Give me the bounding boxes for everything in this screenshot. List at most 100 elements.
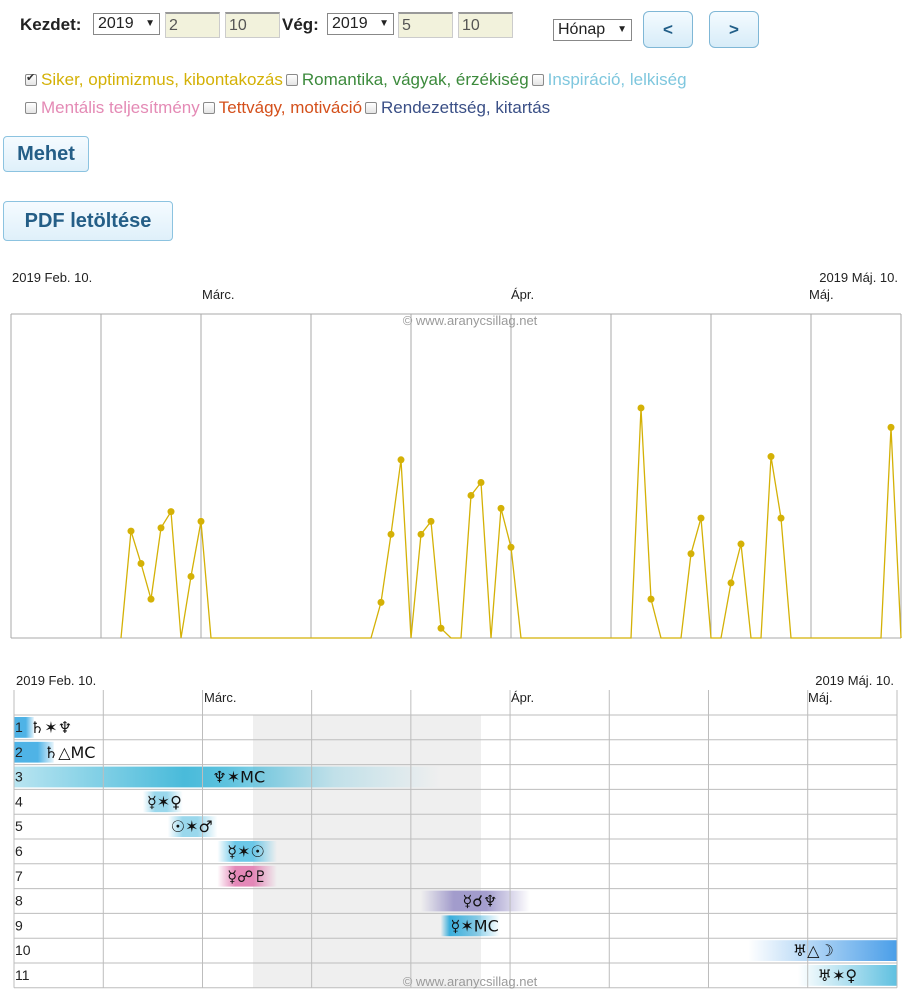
transit-symbol: ♄✶♆: [30, 718, 72, 737]
data-point: [887, 423, 895, 431]
transit-row-number: 7: [15, 868, 23, 884]
transit-bar: [217, 841, 277, 862]
data-point: [197, 517, 205, 525]
data-point: [767, 453, 775, 461]
transit-bar: [797, 965, 897, 986]
data-point: [127, 527, 135, 535]
go-button[interactable]: Mehet: [3, 136, 89, 172]
transit-bar: [14, 717, 34, 738]
transit-month-label-march: Márc.: [204, 690, 237, 705]
transit-symbol: ☉✶♂: [171, 817, 213, 836]
period-select[interactable]: Hónap ▼: [553, 19, 632, 41]
category-label-success[interactable]: Siker, optimizmus, kibontakozás: [41, 70, 283, 89]
transit-bar: [14, 766, 441, 788]
data-point: [147, 595, 155, 603]
category-checkbox-mental[interactable]: [25, 102, 37, 114]
data-point: [427, 517, 435, 525]
category-label-romance[interactable]: Romantika, vágyak, érzékiség: [301, 70, 529, 89]
transit-row-number: 4: [15, 793, 23, 809]
transit-symbol: ♄△MC: [44, 743, 96, 762]
chart-month-label-may: Máj.: [809, 287, 834, 302]
category-row-2: Mentális teljesítmény Tettvágy, motiváci…: [22, 98, 550, 118]
end-year-select[interactable]: 2019 ▼: [327, 13, 394, 35]
transit-bar: [440, 915, 501, 937]
start-year-select[interactable]: 2019 ▼: [93, 13, 160, 35]
period-value: Hónap: [558, 21, 606, 38]
transit-symbol: ☿✶♀: [147, 792, 182, 811]
category-checkbox-inspiration[interactable]: [531, 74, 544, 86]
chart-watermark: © www.aranycsillag.net: [403, 313, 538, 328]
transit-table: 1 ♄✶♆ 2 ♄△MC 3 ♆✶MC 4 ☿✶♀ 5 ☉✶♂ 6 ☿✶☉ 7 ☿☍♇ 8 ☿☌♆ 9 ☿✶MC 1…: [13, 690, 898, 989]
transit-symbol: ☿☍♇: [227, 867, 267, 886]
transit-symbol: ♆✶MC: [212, 768, 265, 787]
data-point: [737, 540, 745, 548]
data-point: [437, 624, 445, 632]
transit-bar: [748, 940, 897, 961]
chart-month-label-march: Márc.: [202, 287, 235, 302]
chevron-down-icon: ▼: [617, 24, 627, 35]
category-label-inspiration[interactable]: Inspiráció, lelkiség: [547, 70, 687, 89]
end-label: Vég:: [282, 15, 319, 34]
data-point: [397, 456, 405, 464]
chart-start-date: 2019 Feb. 10.: [12, 270, 93, 285]
chevron-down-icon: ▼: [379, 18, 389, 29]
data-point: [477, 478, 485, 486]
category-checkbox-order[interactable]: [365, 102, 378, 114]
category-checkbox-romance[interactable]: [285, 74, 298, 86]
data-point: [637, 404, 645, 412]
transit-row-number: 5: [15, 818, 23, 834]
transit-symbol: ♅✶♀: [818, 966, 857, 985]
transit-watermark: © www.aranycsillag.net: [403, 974, 538, 989]
transit-bar: [142, 791, 183, 813]
end-day-input[interactable]: 10: [458, 12, 513, 38]
data-point: [137, 559, 145, 567]
transit-row-number: 11: [15, 967, 30, 983]
transit-bar: [167, 816, 218, 837]
data-point: [467, 491, 475, 499]
transit-row-number: 1: [15, 719, 23, 735]
prev-button[interactable]: <: [643, 11, 693, 48]
data-point: [507, 543, 515, 551]
data-point: [497, 504, 505, 512]
transit-start-date: 2019 Feb. 10.: [16, 673, 97, 688]
period-shading: [253, 715, 481, 988]
data-point: [167, 508, 175, 516]
category-label-motivation[interactable]: Tettvágy, motiváció: [218, 98, 363, 117]
data-point: [647, 595, 655, 603]
data-point: [697, 514, 705, 522]
transit-bar: [14, 741, 54, 763]
category-label-mental[interactable]: Mentális teljesítmény: [41, 98, 200, 117]
transit-symbol: ☿✶☉: [227, 842, 265, 861]
start-day-input[interactable]: 10: [225, 12, 280, 38]
data-point: [417, 530, 425, 538]
category-row-1: Siker, optimizmus, kibontakozás Romantik…: [22, 70, 687, 90]
data-point: [187, 572, 195, 580]
category-checkbox-success[interactable]: [25, 71, 37, 86]
data-point: [377, 598, 385, 606]
data-point: [727, 579, 735, 587]
start-label: Kezdet:: [20, 15, 82, 34]
transit-bar: [217, 865, 277, 887]
category-checkbox-motivation[interactable]: [202, 102, 215, 114]
transit-row-number: 3: [15, 769, 23, 785]
category-label-order[interactable]: Rendezettség, kitartás: [381, 98, 551, 117]
transit-month-label-april: Ápr.: [511, 690, 535, 705]
transit-end-date: 2019 Máj. 10.: [815, 673, 894, 688]
chart-month-label-april: Ápr.: [511, 287, 535, 302]
chevron-down-icon: ▼: [145, 18, 155, 29]
transit-row-number: 2: [15, 744, 23, 760]
transit-month-label-may: Máj.: [808, 690, 833, 705]
chart-end-date: 2019 Máj. 10.: [819, 270, 898, 285]
transit-symbol: ☿✶MC: [451, 916, 499, 935]
start-year-value: 2019: [98, 15, 134, 32]
start-month-input[interactable]: 2: [165, 12, 220, 38]
end-month-input[interactable]: 5: [398, 12, 453, 38]
transit-bar: [420, 890, 530, 912]
pdf-download-button[interactable]: PDF letöltése: [3, 201, 173, 241]
transit-row-number: 10: [15, 942, 31, 958]
transit-row-number: 8: [15, 893, 23, 909]
next-button[interactable]: >: [709, 11, 759, 48]
transit-symbol: ♅△☽: [793, 941, 834, 960]
data-point: [387, 530, 395, 538]
series-line: [120, 407, 902, 639]
